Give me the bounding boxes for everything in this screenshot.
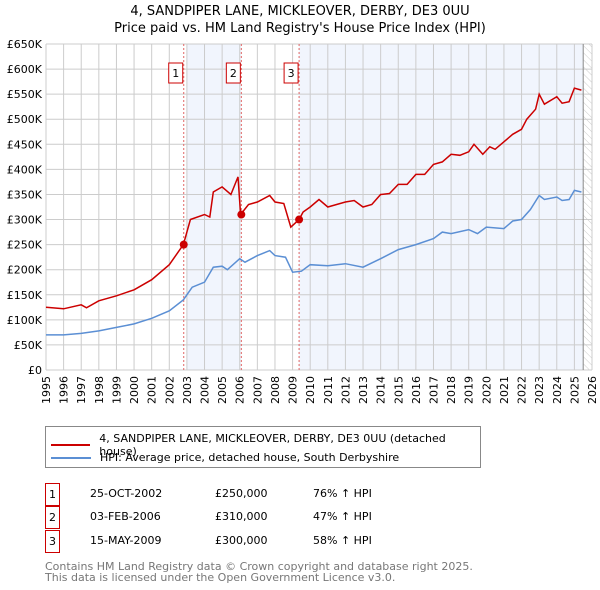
sale-hpi: 76% ↑ HPI — [313, 487, 372, 500]
y-tick-label: £250K — [7, 239, 43, 252]
x-tick-label: 2005 — [216, 376, 229, 404]
x-tick-label: 2003 — [181, 376, 194, 404]
x-tick-label: 2004 — [199, 376, 212, 404]
shaded-range — [186, 44, 242, 370]
chart-subtitle: Price paid vs. HM Land Registry's House … — [114, 21, 486, 36]
y-tick-label: £500K — [7, 113, 43, 126]
x-tick-label: 2009 — [287, 376, 300, 404]
sale-marker-label: 1 — [172, 67, 179, 80]
footer-line-2: This data is licensed under the Open Gov… — [45, 571, 396, 584]
x-tick-label: 2018 — [445, 376, 458, 404]
shaded-range — [299, 44, 584, 370]
y-tick-label: £400K — [7, 163, 43, 176]
footer-line-1: Contains HM Land Registry data © Crown c… — [45, 560, 473, 573]
plot-area: 1995 1996 1997 1998 1999 2000 2001 2002 2003 2004… — [7, 38, 599, 404]
sale-price: £250,000 — [215, 487, 268, 500]
future-hatch — [583, 44, 592, 370]
sale-marker-label: 3 — [288, 67, 295, 80]
sale-date: 03-FEB-2006 — [90, 510, 161, 523]
legend-item-property: 4, SANDPIPER LANE, MICKLEOVER, DERBY, DE… — [51, 432, 480, 458]
y-tick-label: £600K — [7, 63, 43, 76]
x-tick-label: 2010 — [304, 376, 317, 404]
sale-hpi: 47% ↑ HPI — [313, 510, 372, 523]
x-tick-label: 2025 — [568, 376, 581, 404]
y-tick-label: £150K — [7, 289, 43, 302]
y-tick-label: £550K — [7, 88, 43, 101]
x-tick-label: 1996 — [58, 376, 71, 404]
sale-price: £310,000 — [215, 510, 268, 523]
series-line — [46, 189, 582, 336]
sale-date: 25-OCT-2002 — [90, 487, 163, 500]
sale-price: £300,000 — [215, 534, 268, 547]
x-tick-label: 2026 — [586, 376, 599, 404]
x-tick-label: 2001 — [146, 376, 159, 404]
x-tick-label: 2024 — [551, 376, 564, 404]
sale-point — [179, 240, 188, 249]
x-tick-label: 2021 — [498, 376, 511, 404]
sale-hpi: 58% ↑ HPI — [313, 534, 372, 547]
x-tick-label: 1995 — [40, 376, 53, 404]
sale-marker-box — [225, 62, 241, 84]
sale-marker-box — [168, 62, 184, 84]
sale-point — [237, 210, 246, 219]
x-tick-label: 2000 — [128, 376, 141, 404]
sale-date: 15-MAY-2009 — [90, 534, 162, 547]
x-tick-label: 1999 — [110, 376, 123, 404]
x-tick-label: 2023 — [533, 376, 546, 404]
y-tick-label: £300K — [7, 214, 43, 227]
y-tick-label: £50K — [14, 339, 43, 352]
sale-marker-label: 2 — [45, 506, 60, 529]
x-tick-label: 2007 — [251, 376, 264, 404]
sale-row: 1 25-OCT-2002 £250,000 76% ↑ HPI — [45, 483, 600, 506]
x-tick-label: 1998 — [93, 376, 106, 404]
sale-row: 3 15-MAY-2009 £300,000 58% ↑ HPI — [45, 530, 600, 553]
x-tick-label: 2013 — [357, 376, 370, 404]
y-tick-label: £200K — [7, 264, 43, 277]
x-tick-label: 2015 — [392, 376, 405, 404]
y-tick-label: £450K — [7, 138, 43, 151]
sale-marker-box — [283, 62, 299, 84]
x-tick-label: 2006 — [234, 376, 247, 404]
chart-title: 4, SANDPIPER LANE, MICKLEOVER, DERBY, DE… — [130, 4, 470, 19]
y-tick-label: £350K — [7, 188, 43, 201]
legend-label: HPI: Average price, detached house, Sout… — [100, 451, 400, 464]
legend-label: 4, SANDPIPER LANE, MICKLEOVER, DERBY, DE… — [99, 432, 446, 458]
series-line — [45, 87, 582, 310]
legend-swatch-red — [51, 444, 91, 446]
x-tick-label: 2020 — [480, 376, 493, 404]
x-tick-label: 2019 — [463, 376, 476, 404]
x-tick-label: 2017 — [427, 376, 440, 404]
legend-swatch-blue — [51, 456, 91, 459]
x-tick-label: 2002 — [163, 376, 176, 404]
legend: 4, SANDPIPER LANE, MICKLEOVER, DERBY, DE… — [45, 426, 481, 468]
x-tick-label: 1997 — [75, 376, 88, 404]
y-tick-label: £100K — [7, 314, 43, 327]
y-tick-label: £0 — [28, 364, 42, 377]
sale-marker-label: 1 — [45, 483, 60, 506]
sale-point — [295, 215, 304, 224]
x-tick-label: 2016 — [410, 376, 423, 404]
sale-marker-label: 2 — [230, 67, 237, 80]
sale-marker-label: 3 — [45, 530, 60, 553]
y-tick-label: £650K — [7, 38, 43, 51]
sale-row: 2 03-FEB-2006 £310,000 47% ↑ HPI — [45, 506, 600, 529]
x-tick-label: 2011 — [322, 376, 335, 404]
x-tick-label: 2014 — [375, 376, 388, 404]
x-tick-label: 2008 — [269, 376, 282, 404]
x-tick-label: 2012 — [339, 376, 352, 404]
x-tick-label: 2022 — [516, 376, 529, 404]
legend-item-hpi: HPI: Average price, detached house, Sout… — [51, 451, 399, 464]
